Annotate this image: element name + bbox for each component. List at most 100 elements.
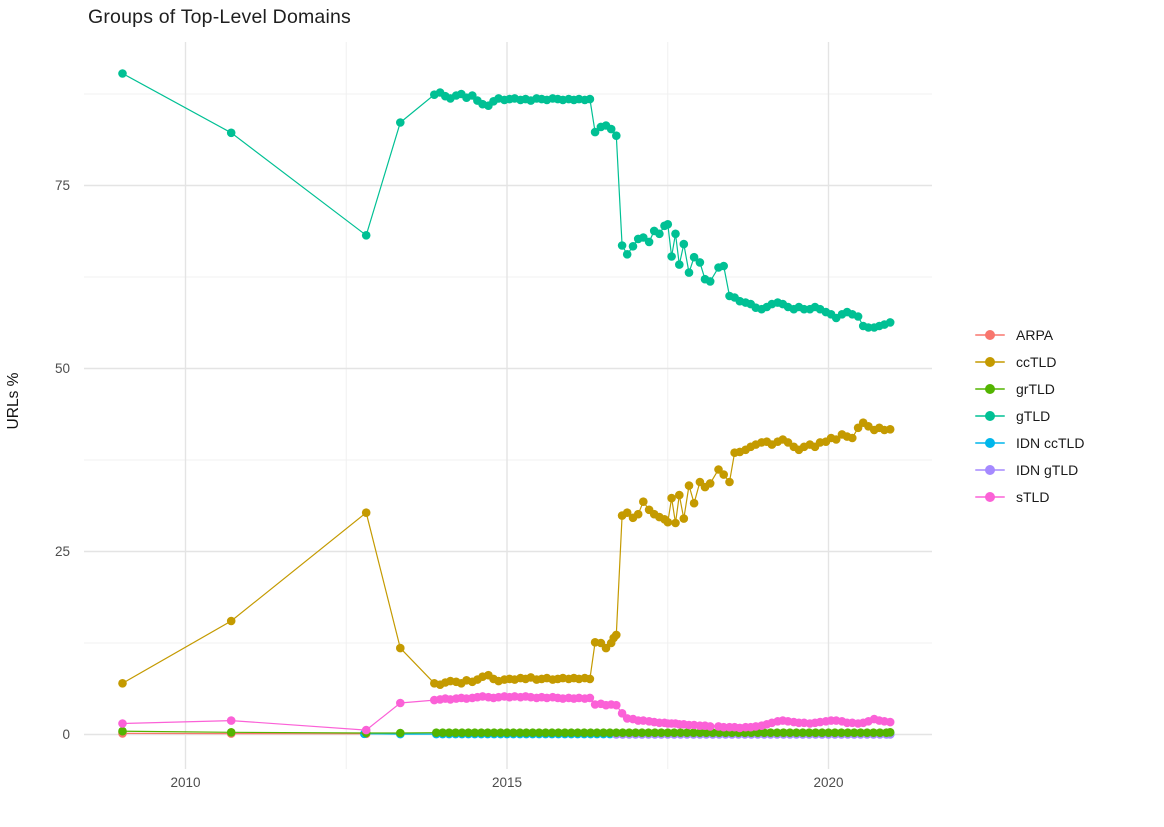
data-point <box>396 643 405 653</box>
data-point <box>612 700 621 710</box>
data-point <box>586 728 595 737</box>
data-point <box>618 728 627 737</box>
data-point <box>644 237 654 247</box>
data-point <box>675 490 684 500</box>
data-point <box>361 725 371 735</box>
data-point <box>534 728 544 737</box>
data-point <box>438 728 448 737</box>
data-point <box>605 728 615 737</box>
x-tick-label: 2015 <box>491 775 523 790</box>
data-point <box>118 726 127 736</box>
data-point <box>679 514 689 523</box>
data-point <box>118 69 127 78</box>
data-point <box>689 498 699 508</box>
data-point <box>705 722 715 731</box>
legend-item-label: ARPA <box>1016 326 1054 343</box>
legend-item-grtld: grTLD <box>975 375 1084 402</box>
data-point <box>560 728 570 737</box>
data-point <box>612 728 621 737</box>
data-point <box>766 728 775 737</box>
data-point <box>849 728 859 737</box>
data-point <box>631 728 640 737</box>
data-point <box>489 728 499 737</box>
data-point <box>567 728 576 737</box>
data-point <box>617 241 627 250</box>
data-point <box>585 94 595 104</box>
data-point <box>705 277 715 286</box>
legend-key-icon <box>975 381 1005 397</box>
data-point <box>848 433 857 443</box>
data-point <box>644 728 653 737</box>
y-tick-label: 75 <box>54 177 70 193</box>
data-point <box>590 127 600 137</box>
data-point <box>585 674 595 684</box>
data-point <box>637 728 647 737</box>
legend-item-idn-cctld: IDN ccTLD <box>975 429 1084 456</box>
data-point <box>451 728 460 737</box>
data-point <box>612 131 621 140</box>
legend-item-cctld: ccTLD <box>975 348 1084 375</box>
data-point <box>226 128 236 138</box>
y-tick-label: 0 <box>62 726 70 742</box>
data-point <box>226 616 236 626</box>
data-point <box>843 728 853 737</box>
legend-key-icon <box>975 435 1005 451</box>
data-point <box>719 261 728 271</box>
data-point <box>669 728 679 737</box>
data-point <box>684 268 694 277</box>
data-point <box>792 728 801 737</box>
data-point <box>885 425 895 434</box>
data-point <box>522 728 531 737</box>
data-point <box>831 435 841 444</box>
data-point <box>639 497 648 507</box>
data-point <box>862 728 872 737</box>
data-point <box>679 239 689 249</box>
data-point <box>676 728 685 737</box>
data-point <box>702 728 711 737</box>
data-point <box>477 728 486 737</box>
plot-title: Groups of Top-Level Domains <box>88 6 352 28</box>
data-point <box>361 508 371 517</box>
data-point <box>622 508 632 517</box>
data-point <box>396 118 405 127</box>
data-point <box>695 258 705 267</box>
gridlines-minor <box>84 42 932 769</box>
data-point <box>599 728 608 737</box>
legend-key-icon <box>975 462 1005 478</box>
series-gtld <box>118 69 895 332</box>
data-point <box>667 252 676 261</box>
data-point <box>612 630 621 640</box>
data-point <box>663 728 673 737</box>
data-point <box>547 728 557 737</box>
data-point <box>837 728 846 737</box>
legend-item-label: gTLD <box>1016 407 1051 424</box>
y-tick-label: 25 <box>54 543 70 559</box>
data-point <box>885 318 895 327</box>
data-point <box>457 728 467 737</box>
x-tick-label: 2010 <box>170 775 201 790</box>
data-point <box>579 728 589 737</box>
series-grtld <box>118 726 895 738</box>
data-point <box>541 728 550 737</box>
data-point <box>509 728 518 737</box>
data-point <box>554 728 563 737</box>
x-tick-label: 2020 <box>813 775 844 790</box>
data-point <box>705 479 715 488</box>
data-point <box>689 252 699 262</box>
legend-item-gtld: gTLD <box>975 402 1084 429</box>
legend-item-label: IDN ccTLD <box>1016 434 1085 451</box>
data-point <box>772 728 782 737</box>
legend-item-label: ccTLD <box>1016 353 1057 370</box>
data-point <box>226 728 236 737</box>
data-point <box>655 229 664 239</box>
data-point <box>759 728 769 737</box>
data-point <box>725 477 734 487</box>
data-point <box>470 728 480 737</box>
legend-item-label: IDN gTLD <box>1016 461 1079 478</box>
data-point <box>226 716 236 725</box>
data-point <box>361 231 371 240</box>
legend-item-idn-gtld: IDN gTLD <box>975 456 1084 483</box>
data-point <box>853 312 863 321</box>
gridlines-major <box>84 42 932 769</box>
